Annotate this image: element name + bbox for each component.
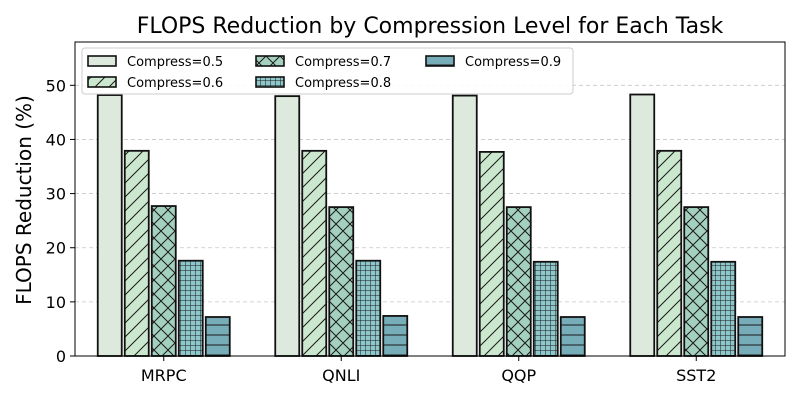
legend-label: Compress=0.7 <box>295 55 391 70</box>
x-tick-label: QNLI <box>322 366 360 385</box>
y-tick-label: 40 <box>46 130 66 149</box>
bar-hatch <box>302 150 327 356</box>
bars <box>96 93 764 357</box>
y-tick-label: 50 <box>46 76 66 95</box>
legend-swatch-outline <box>255 55 285 67</box>
bar-hatch <box>657 150 682 356</box>
y-tick-label: 0 <box>56 347 66 366</box>
legend-label: Compress=0.5 <box>127 55 223 70</box>
legend-swatch-hatch <box>256 56 284 66</box>
y-axis-label: FLOPS Reduction (%) <box>12 95 36 305</box>
chart-title: FLOPS Reduction by Compression Level for… <box>137 14 724 39</box>
bar-hatch <box>711 261 736 356</box>
legend-label: Compress=0.9 <box>465 55 561 70</box>
legend-swatch-outline <box>255 76 285 88</box>
bar <box>630 94 655 356</box>
legend-swatch-hatch <box>426 56 454 66</box>
bar-hatch <box>479 151 504 356</box>
y-tick-label: 10 <box>46 293 66 312</box>
bar <box>452 95 477 356</box>
legend-swatch-outline <box>87 55 117 67</box>
bar-hatch <box>329 207 354 356</box>
axes: 0 10 20 30 40 50 MRPC QNLI QQP SST2 <box>46 41 786 385</box>
bar-hatch <box>356 260 381 356</box>
bar <box>97 95 122 356</box>
bar-hatch <box>560 317 585 356</box>
bar-hatch <box>124 150 149 356</box>
bar-hatch <box>684 207 709 356</box>
bar-hatch <box>178 260 203 356</box>
legend-swatch-hatch <box>256 77 284 87</box>
y-tick-label: 30 <box>46 185 66 204</box>
legend-swatch <box>88 56 116 66</box>
legend-swatch-outline <box>425 55 455 67</box>
x-tick-label: MRPC <box>141 366 187 385</box>
bar-hatch <box>738 317 763 356</box>
bar-hatch <box>205 317 230 356</box>
legend-swatch-hatch <box>88 77 116 87</box>
legend-swatch-outline <box>87 76 117 88</box>
bar-hatch <box>533 261 558 356</box>
legend-label: Compress=0.6 <box>127 76 223 91</box>
plot-frame <box>74 41 786 357</box>
x-tick-label: QQP <box>501 366 536 385</box>
bar-hatch <box>506 207 531 356</box>
x-tick-label: SST2 <box>676 366 716 385</box>
bar-hatch <box>383 315 408 356</box>
bar <box>275 96 300 356</box>
legend-label: Compress=0.8 <box>295 76 391 91</box>
y-tick-label: 20 <box>46 239 66 258</box>
bar-hatch <box>151 206 176 356</box>
legend: Compress=0.5 Compress=0.6 Compress=0.7 Comp… <box>81 47 574 95</box>
